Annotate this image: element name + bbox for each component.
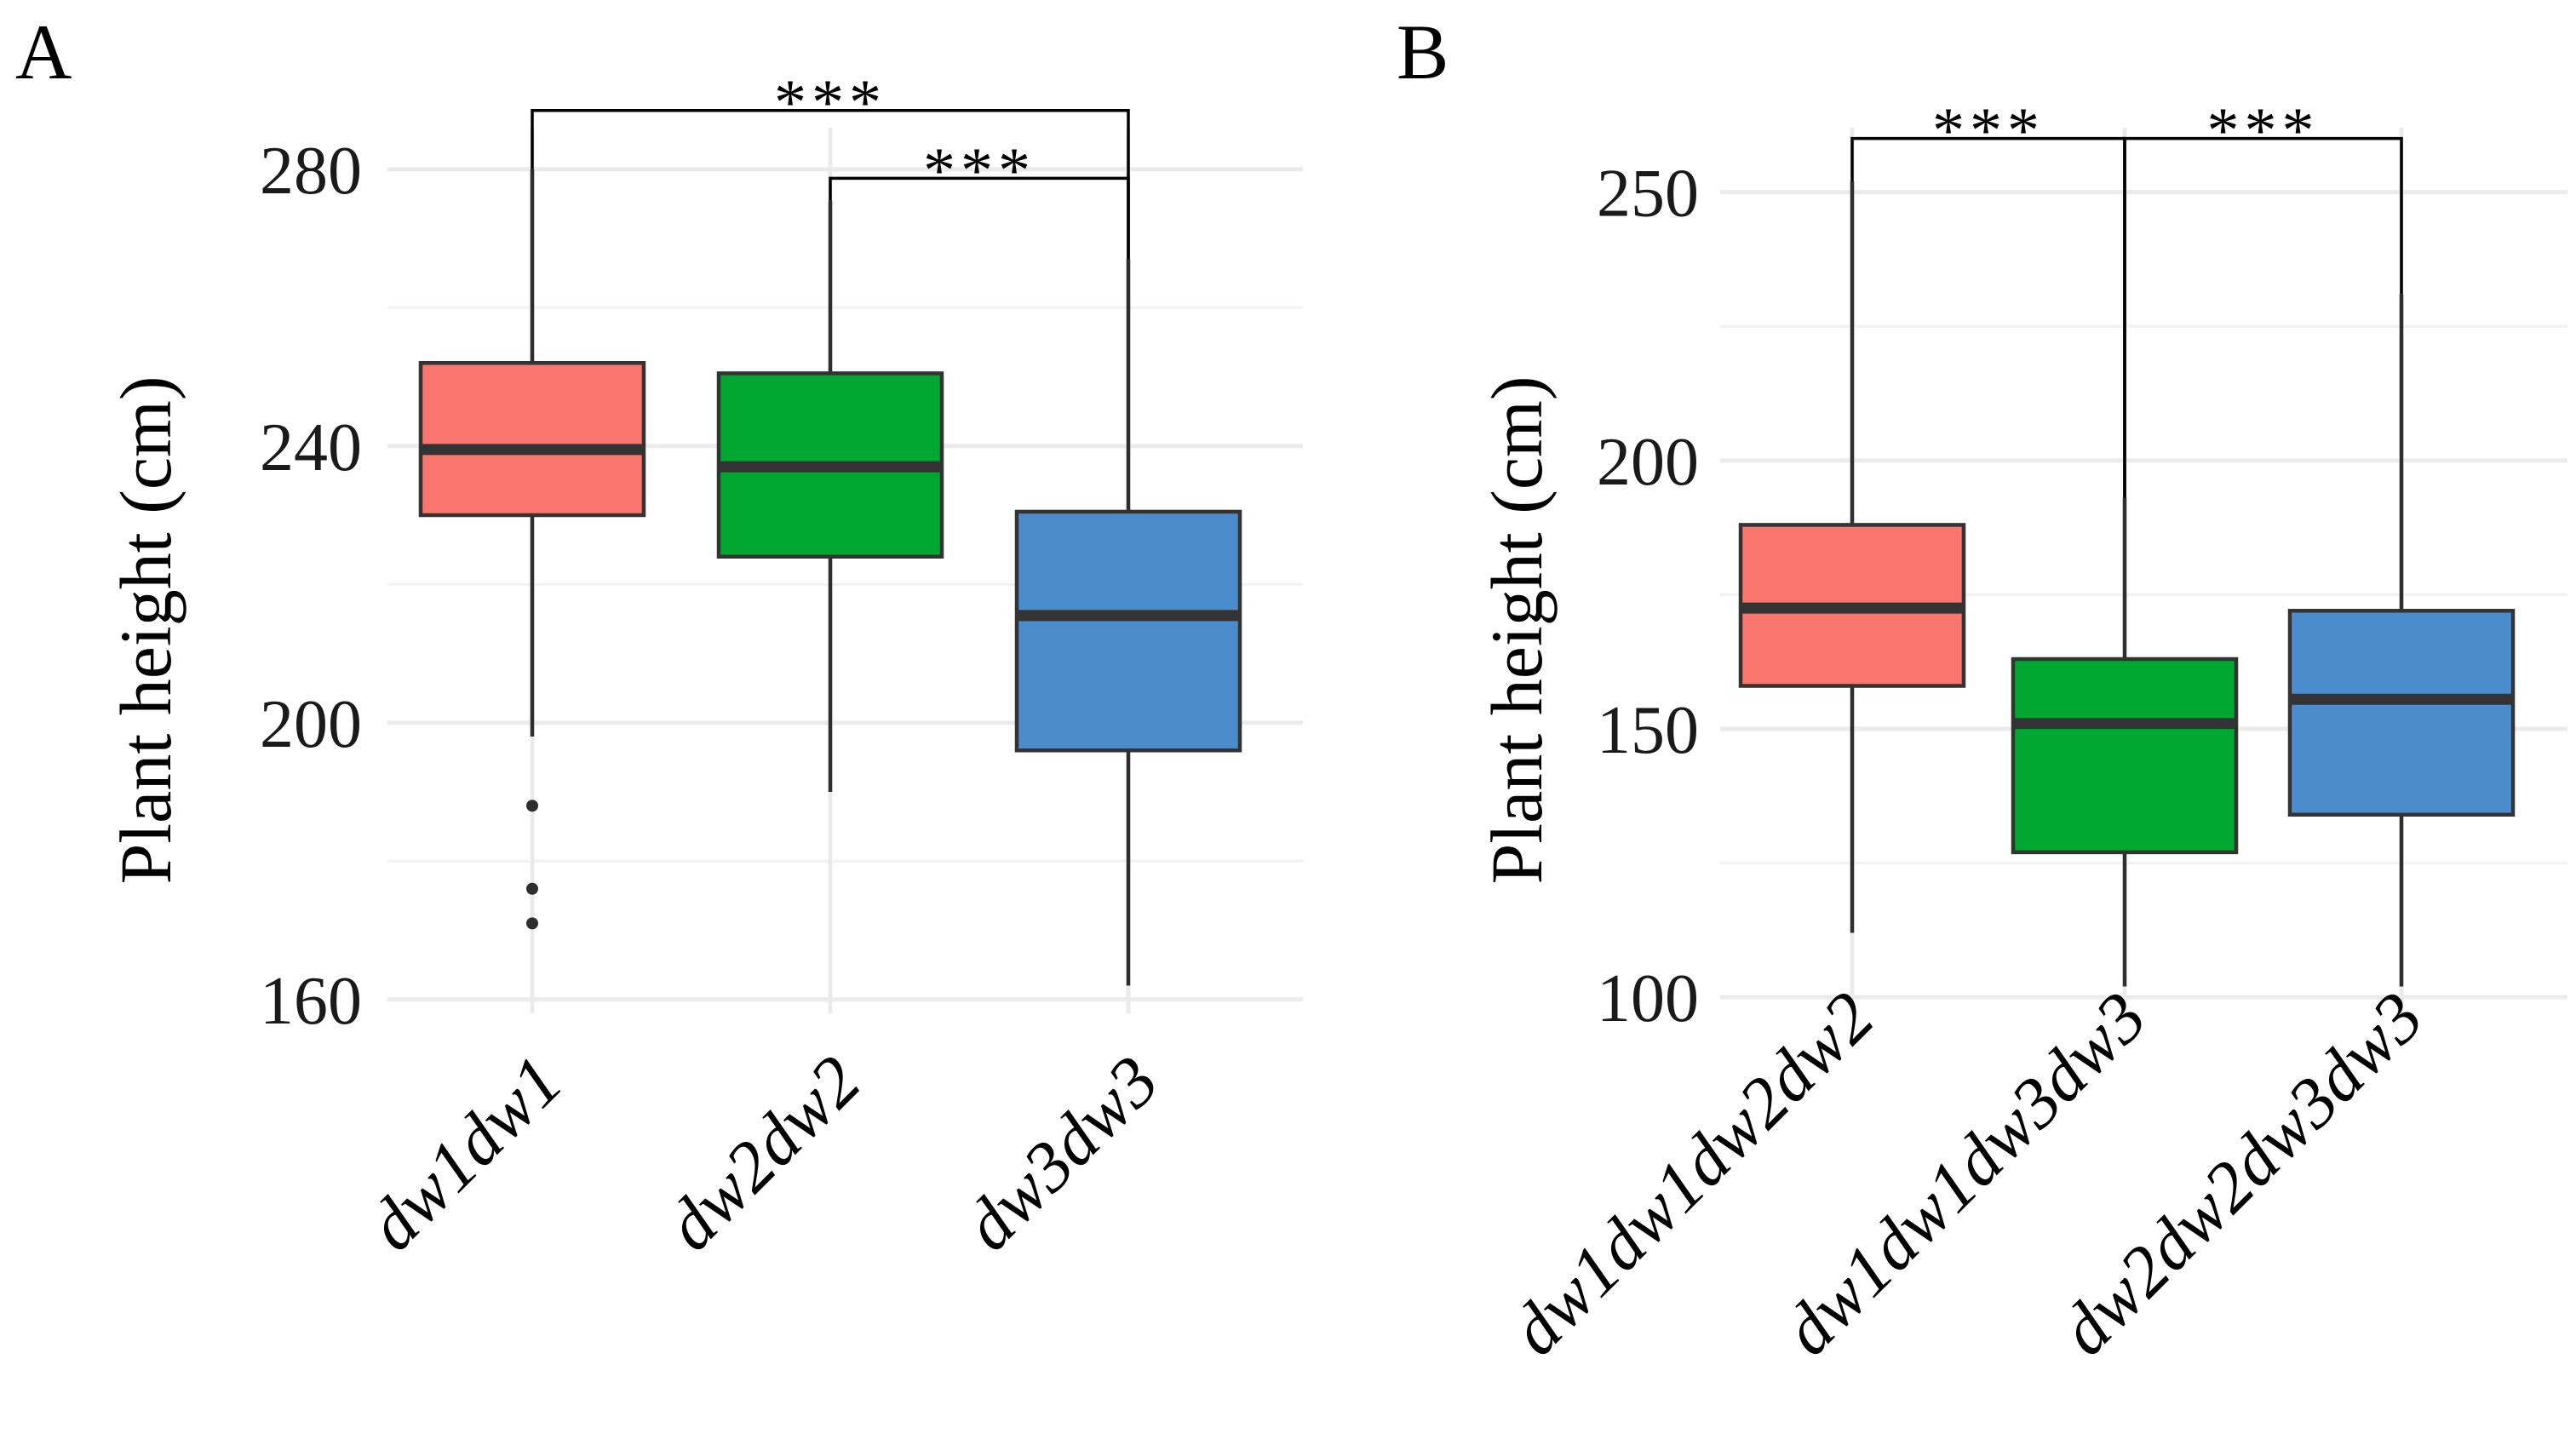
significance-label: *** [1932, 95, 2045, 167]
box-iqr [2287, 609, 2516, 817]
significance-bracket [829, 176, 1130, 260]
y-tick-label: 240 [260, 410, 362, 485]
y-tick-label: 100 [1597, 961, 1699, 1036]
panel-a-label: A [15, 9, 72, 95]
box-iqr [1014, 509, 1242, 753]
panel-b-y-ticks: 100 150 200 250 [1597, 157, 1699, 1036]
panel-a-x-ticks: dw1dw1 dw2dw2 dw3dw3 [353, 1041, 1174, 1266]
y-tick-label: 250 [1597, 157, 1699, 232]
significance-bracket [2123, 136, 2403, 498]
significance-label: *** [774, 67, 886, 139]
outlier-point [526, 917, 538, 930]
panel-a-boxplots [418, 169, 1242, 986]
significance-label: *** [2207, 95, 2320, 167]
y-tick-label: 280 [260, 134, 362, 209]
panel-a: A Plant height (cm) 160 200 240 280 ****** … [15, 9, 1303, 1265]
x-tick-label: dw1dw1 [353, 1041, 578, 1266]
panel-b-y-axis-title: Plant height (cm) [1476, 376, 1558, 884]
panel-b-label: B [1397, 9, 1449, 95]
outlier-point [526, 882, 538, 895]
x-tick-label: dw2dw2 [651, 1041, 876, 1266]
box-iqr [2011, 657, 2239, 855]
panel-a-y-ticks: 160 200 240 280 [260, 134, 362, 1039]
box-iqr [418, 361, 646, 518]
y-tick-label: 150 [1597, 693, 1699, 768]
y-tick-label: 160 [260, 964, 362, 1039]
x-tick-label: dw3dw3 [950, 1041, 1174, 1266]
y-tick-label: 200 [260, 687, 362, 762]
panel-b-significance: *** *** [1850, 95, 2403, 498]
y-tick-label: 200 [1597, 425, 1699, 500]
panel-a-significance: *** *** [531, 67, 1130, 260]
panel-a-y-axis-title: Plant height (cm) [105, 376, 186, 884]
panel-b-boxplots [1738, 181, 2516, 987]
outlier-point [526, 800, 538, 812]
significance-label: *** [923, 135, 1036, 206]
panel-b: B Plant height (cm) 100 150 200 250 *** *** … [1397, 9, 2567, 1370]
